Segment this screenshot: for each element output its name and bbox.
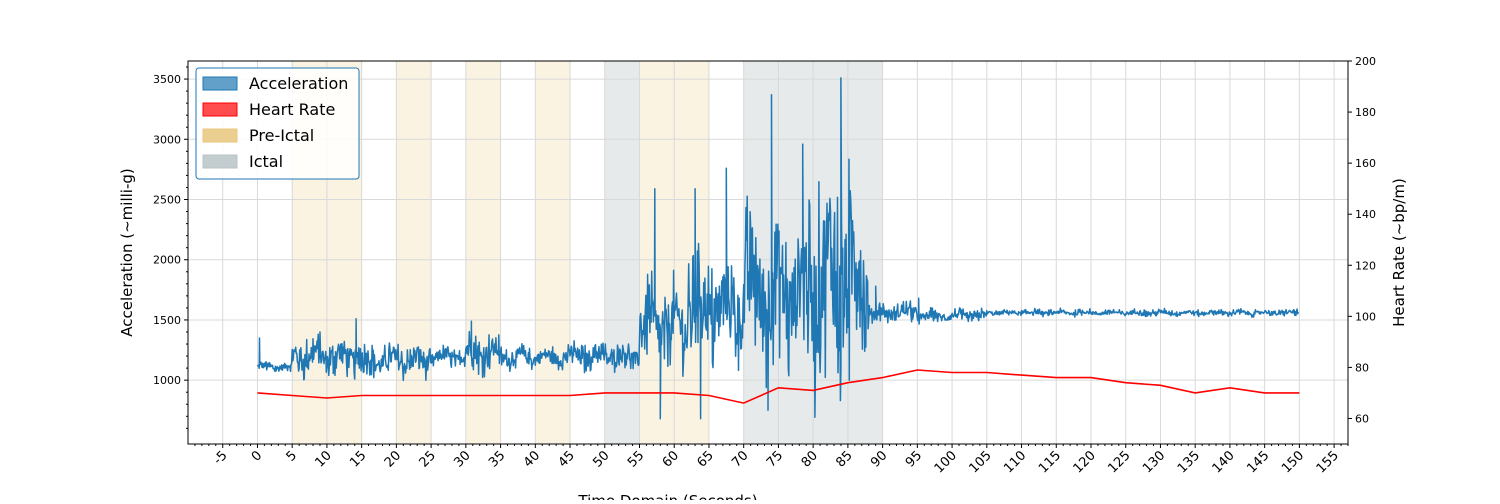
- x-tick-label: 100: [932, 448, 960, 476]
- x-tick-label: 80: [799, 448, 821, 470]
- x-tick-label: 70: [729, 448, 751, 470]
- x-tick-label: -5: [211, 448, 231, 468]
- y-right-tick-label: 120: [1355, 259, 1376, 272]
- x-tick-label: 60: [660, 448, 682, 470]
- x-tick-label: 15: [347, 448, 369, 470]
- legend-swatch-3: [203, 155, 237, 168]
- ictal-band-0: [605, 61, 640, 444]
- y-right-tick-label: 80: [1355, 361, 1369, 374]
- legend-swatch-1: [203, 103, 237, 116]
- y-right-tick-label: 100: [1355, 310, 1376, 323]
- y-left-tick-label: 1500: [153, 314, 181, 327]
- y-left-tick-label: 2000: [153, 254, 181, 267]
- y-right-tick-label: 60: [1355, 412, 1369, 425]
- x-tick-label: 50: [590, 448, 612, 470]
- x-tick-label: 135: [1175, 448, 1203, 476]
- pre-ictal-band-3: [535, 61, 570, 444]
- pre-ictal-band-2: [466, 61, 501, 444]
- x-tick-label: 130: [1140, 448, 1168, 476]
- x-tick-label: 10: [312, 448, 334, 470]
- legend-swatch-0: [203, 77, 237, 90]
- y-left-tick-label: 3500: [153, 73, 181, 86]
- y-right-tick-label: 160: [1355, 157, 1376, 170]
- x-tick-label: 125: [1105, 448, 1133, 476]
- x-tick-label: 25: [417, 448, 439, 470]
- shaded-intervals: [292, 61, 882, 444]
- legend: Acceleration Heart Rate Pre-Ictal Ictal: [196, 68, 359, 179]
- x-tick-label: 140: [1210, 448, 1238, 476]
- x-tick-label: 90: [868, 448, 890, 470]
- x-tick-label: 30: [451, 448, 473, 470]
- x-tick-label: 110: [1001, 448, 1029, 476]
- x-tick-label: 145: [1244, 448, 1272, 476]
- pre-ictal-band-1: [396, 61, 431, 444]
- x-tick-label: 0: [249, 448, 265, 464]
- x-tick-label: 75: [764, 448, 786, 470]
- legend-label-3: Ictal: [249, 152, 283, 171]
- x-tick-label: 115: [1036, 448, 1064, 476]
- x-tick-label: 85: [833, 448, 855, 470]
- x-axis-title: Time Domain (Seconds): [577, 492, 757, 500]
- x-tick-label: 5: [284, 448, 300, 464]
- x-tick-label: 45: [556, 448, 578, 470]
- x-tick-label: 65: [694, 448, 716, 470]
- y-left-tick-label: 1000: [153, 374, 181, 387]
- y-right-tick-label: 180: [1355, 106, 1376, 119]
- x-tick-label: 150: [1279, 448, 1307, 476]
- y-axis-left-title: Acceleration (~milli-g): [118, 168, 136, 336]
- x-tick-label: 155: [1314, 448, 1342, 476]
- y-axis-right-title: Heart Rate (~bp/m): [1390, 178, 1408, 327]
- x-tick-label: 95: [903, 448, 925, 470]
- x-tick-label: 20: [382, 448, 404, 470]
- x-tick-label: 40: [521, 448, 543, 470]
- legend-label-0: Acceleration: [249, 74, 348, 93]
- y-left-tick-label: 2500: [153, 194, 181, 207]
- legend-label-1: Heart Rate: [249, 100, 335, 119]
- legend-label-2: Pre-Ictal: [249, 126, 314, 145]
- y-right-tick-label: 200: [1355, 55, 1376, 68]
- legend-swatch-2: [203, 129, 237, 142]
- y-left-tick-label: 3000: [153, 133, 181, 146]
- x-tick-label: 55: [625, 448, 647, 470]
- x-tick-label: 35: [486, 448, 508, 470]
- x-tick-label: 120: [1071, 448, 1099, 476]
- x-tick-label: 105: [966, 448, 994, 476]
- y-right-tick-label: 140: [1355, 208, 1376, 221]
